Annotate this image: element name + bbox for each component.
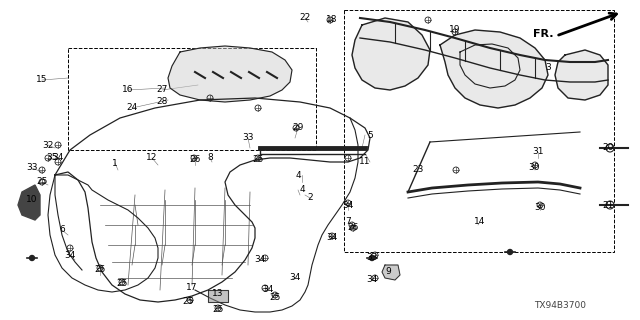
Text: 26: 26 <box>189 156 201 164</box>
Text: 31: 31 <box>532 148 544 156</box>
Text: 10: 10 <box>26 196 38 204</box>
Text: 18: 18 <box>326 15 338 25</box>
Text: 16: 16 <box>122 85 134 94</box>
Bar <box>68 48 316 150</box>
Polygon shape <box>352 18 430 90</box>
Text: 1: 1 <box>112 158 118 167</box>
Polygon shape <box>208 290 228 302</box>
Text: 32: 32 <box>42 140 54 149</box>
Text: 30: 30 <box>528 164 540 172</box>
Text: 30: 30 <box>534 204 546 212</box>
Text: 33: 33 <box>26 164 38 172</box>
Text: 25: 25 <box>36 178 48 187</box>
Text: 34: 34 <box>52 154 64 163</box>
Text: 25: 25 <box>116 279 128 289</box>
Text: 24: 24 <box>126 103 138 113</box>
Text: 34: 34 <box>326 234 338 243</box>
Text: 9: 9 <box>385 268 391 276</box>
Text: 14: 14 <box>474 218 486 227</box>
Text: 25: 25 <box>94 266 106 275</box>
Polygon shape <box>168 46 292 102</box>
Text: 12: 12 <box>147 154 157 163</box>
Text: 3: 3 <box>545 63 551 73</box>
Text: 4: 4 <box>295 171 301 180</box>
Text: 13: 13 <box>212 290 224 299</box>
Text: 25: 25 <box>212 306 224 315</box>
Text: 34: 34 <box>262 285 274 294</box>
Text: 33: 33 <box>366 253 378 262</box>
Text: 25: 25 <box>252 156 264 164</box>
Text: 22: 22 <box>300 13 310 22</box>
Text: 19: 19 <box>449 26 461 35</box>
Text: 25: 25 <box>269 293 281 302</box>
Text: TX94B3700: TX94B3700 <box>534 300 586 309</box>
Text: 34: 34 <box>254 255 266 265</box>
Text: 34: 34 <box>64 251 76 260</box>
Text: 5: 5 <box>367 131 373 140</box>
Text: 25: 25 <box>182 298 194 307</box>
Text: 15: 15 <box>36 76 48 84</box>
Text: 33: 33 <box>243 133 253 142</box>
Text: 23: 23 <box>412 165 424 174</box>
Circle shape <box>369 255 374 260</box>
Text: 4: 4 <box>299 186 305 195</box>
Polygon shape <box>440 30 548 108</box>
Text: 2: 2 <box>307 194 313 203</box>
Text: 35: 35 <box>46 154 58 163</box>
Polygon shape <box>555 50 608 100</box>
Text: 34: 34 <box>289 274 301 283</box>
Polygon shape <box>382 265 400 280</box>
Text: 6: 6 <box>59 226 65 235</box>
Text: 8: 8 <box>207 154 213 163</box>
Text: 7: 7 <box>345 218 351 227</box>
Text: 21: 21 <box>602 201 614 210</box>
Text: 17: 17 <box>186 284 198 292</box>
Text: FR.: FR. <box>534 29 554 39</box>
Text: 11: 11 <box>359 157 371 166</box>
Text: 20: 20 <box>602 143 614 153</box>
Bar <box>344 10 614 252</box>
Text: 27: 27 <box>156 85 168 94</box>
Text: 28: 28 <box>156 98 168 107</box>
Circle shape <box>508 250 513 254</box>
Circle shape <box>29 255 35 260</box>
Text: 29: 29 <box>292 124 304 132</box>
Text: 34: 34 <box>366 276 378 284</box>
Polygon shape <box>18 185 40 220</box>
Text: 34: 34 <box>342 201 354 210</box>
Text: 26: 26 <box>348 223 358 233</box>
